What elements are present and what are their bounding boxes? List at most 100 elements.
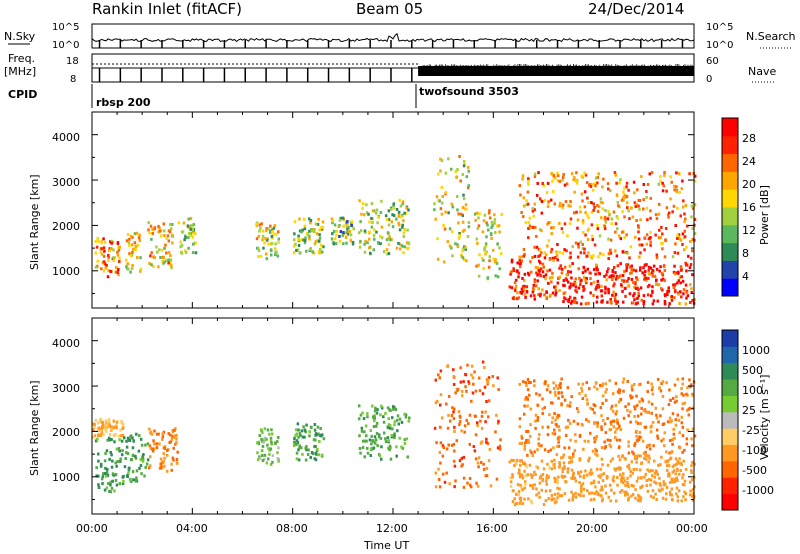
power-cell xyxy=(608,212,611,216)
power-cell xyxy=(620,283,623,287)
colorbar-segment xyxy=(722,428,738,446)
power-cell xyxy=(584,211,587,215)
power-cell xyxy=(533,297,537,301)
velocity-cell xyxy=(474,457,478,461)
power-cell xyxy=(637,237,641,241)
power-cell xyxy=(519,193,522,197)
power-cell xyxy=(678,301,681,305)
velocity-cell xyxy=(113,440,116,444)
power-cell xyxy=(671,255,675,259)
power-cell xyxy=(564,277,568,281)
power-cell xyxy=(673,290,677,294)
power-cell xyxy=(683,220,686,224)
power-cell xyxy=(275,232,278,236)
power-cell xyxy=(582,276,586,280)
velocity-cell xyxy=(175,458,179,462)
velocity-cell xyxy=(111,472,115,476)
velocity-cell xyxy=(681,476,684,480)
velocity-cell xyxy=(574,479,578,483)
velocity-cell xyxy=(454,391,457,395)
power-cell xyxy=(642,182,646,186)
velocity-cell xyxy=(376,444,379,448)
power-cell xyxy=(622,190,625,194)
power-cell xyxy=(190,233,193,237)
power-cell xyxy=(522,287,526,291)
velocity-cell xyxy=(641,484,644,488)
power-cell xyxy=(639,286,643,290)
power-cell xyxy=(406,228,409,232)
power-cell xyxy=(330,237,334,241)
velocity-cell xyxy=(122,436,126,440)
power-cell xyxy=(659,236,663,240)
vel-cbar-m1000: -1000 xyxy=(742,484,774,497)
velocity-cell xyxy=(561,467,565,471)
velocity-cell xyxy=(509,484,513,488)
power-cell xyxy=(636,188,639,192)
velocity-cell xyxy=(571,473,575,477)
velocity-cell xyxy=(558,487,561,491)
power-cell xyxy=(462,193,465,197)
power-cell xyxy=(600,284,603,288)
power-cell xyxy=(693,179,697,183)
velocity-cell xyxy=(688,480,692,484)
power-cell xyxy=(382,250,386,254)
velocity-cell xyxy=(543,448,547,452)
velocity-cell xyxy=(109,480,113,484)
velocity-cell xyxy=(650,382,653,386)
velocity-cell xyxy=(602,472,606,476)
power-cell xyxy=(595,300,599,304)
power-cell xyxy=(651,274,654,278)
power-cell xyxy=(477,274,481,278)
velocity-cell xyxy=(395,454,398,458)
power-cell xyxy=(596,295,599,299)
velocity-cell xyxy=(388,423,392,427)
velocity-cell xyxy=(618,473,622,477)
velocity-cell xyxy=(589,431,592,435)
power-cell xyxy=(117,248,121,252)
velocity-cell xyxy=(296,422,300,426)
velocity-cell xyxy=(162,452,166,456)
velocity-cell xyxy=(466,363,469,367)
power-cell xyxy=(345,231,348,235)
power-cell xyxy=(397,223,401,227)
power-cell xyxy=(107,259,110,263)
power-cell xyxy=(465,175,469,179)
velocity-cell xyxy=(564,434,568,438)
power-cell xyxy=(455,175,459,179)
velocity-cell xyxy=(104,466,107,470)
velocity-cell xyxy=(108,424,112,428)
power-cell xyxy=(571,245,574,249)
cpid-segment-2: twofsound 3503 xyxy=(419,85,519,98)
power-cell xyxy=(467,184,471,188)
power-cell xyxy=(192,223,195,227)
power-cell xyxy=(529,294,533,298)
power-cell xyxy=(341,233,344,237)
power-cell xyxy=(633,191,636,195)
power-cell xyxy=(583,190,587,194)
power-cell xyxy=(689,301,692,305)
velocity-cell xyxy=(618,438,622,442)
power-cell xyxy=(331,221,334,225)
velocity-cell xyxy=(668,388,671,392)
power-cell xyxy=(561,203,565,207)
power-cell xyxy=(615,301,618,305)
power-cell xyxy=(533,202,537,206)
power-cell xyxy=(102,246,106,250)
velocity-cell xyxy=(615,427,618,431)
power-cell xyxy=(654,282,658,286)
power-cell xyxy=(584,269,587,273)
power-cell xyxy=(371,220,374,224)
velocity-cell xyxy=(109,483,112,487)
velocity-cell xyxy=(269,447,273,451)
velocity-cell xyxy=(371,439,374,443)
velocity-cell xyxy=(473,449,477,453)
power-cell xyxy=(635,276,638,280)
velocity-cell xyxy=(649,425,653,429)
power-cell xyxy=(191,227,195,231)
velocity-cell xyxy=(671,498,674,502)
power-cell xyxy=(451,254,454,258)
velocity-cell xyxy=(616,418,619,422)
velocity-cell xyxy=(497,419,500,423)
velocity-cell xyxy=(384,437,387,441)
velocity-cell xyxy=(457,410,461,414)
